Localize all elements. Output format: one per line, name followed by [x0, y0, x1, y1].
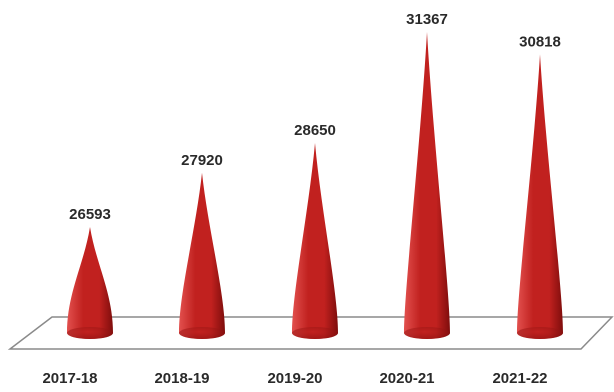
cone-body [179, 172, 225, 339]
cone-bar-2019-20 [292, 142, 338, 339]
cone-base [179, 327, 225, 339]
cone-base [404, 327, 450, 339]
x-tick-label: 2017-18 [42, 370, 97, 387]
cone-bar-2017-18 [67, 227, 113, 339]
cone-base [517, 327, 563, 339]
cone-bar-2021-22 [517, 54, 563, 339]
cone-body [67, 227, 113, 339]
x-tick-label: 2020-21 [379, 370, 434, 387]
data-label: 31367 [406, 11, 448, 28]
x-tick-label: 2019-20 [267, 370, 322, 387]
data-label: 30818 [519, 33, 561, 50]
cone-base [67, 327, 113, 339]
cone-body [292, 142, 338, 339]
data-label: 27920 [181, 152, 223, 169]
data-label: 28650 [294, 122, 336, 139]
cone-bar-2020-21 [404, 32, 450, 339]
cone-body [404, 32, 450, 339]
cone-bar-2018-19 [179, 172, 225, 339]
data-label: 26593 [69, 206, 111, 223]
cone-base [292, 327, 338, 339]
x-tick-label: 2021-22 [492, 370, 547, 387]
x-tick-label: 2018-19 [154, 370, 209, 387]
cone-body [517, 54, 563, 339]
